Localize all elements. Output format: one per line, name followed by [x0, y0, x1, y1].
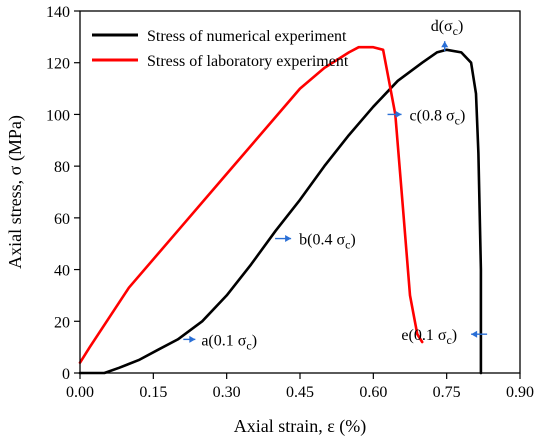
x-tick-label: 0.60: [359, 384, 387, 401]
axis-ticks: [74, 10, 521, 379]
annotation-arrowhead: [395, 110, 402, 118]
x-tick-label: 0.75: [433, 384, 461, 401]
y-axis-label: Axial stress, σ (MPa): [5, 115, 26, 269]
annotation-arrowhead: [189, 335, 196, 343]
annotation-label: b(0.4 σc): [299, 232, 356, 252]
annotation-label: d(σc): [431, 18, 464, 38]
annotation-label: c(0.8 σc): [410, 107, 466, 127]
legend: Stress of numerical experiment Stress of…: [92, 28, 349, 70]
x-tick-label: 0.30: [213, 384, 241, 401]
plot-frame: [79, 10, 521, 374]
x-axis-label: Axial strain, ε (%): [234, 416, 367, 437]
y-tick-label: 60: [54, 211, 70, 228]
x-tick-label: 0.00: [66, 384, 94, 401]
annotation-label: e(0.1 σc): [401, 327, 457, 347]
annotation-arrowhead: [285, 235, 292, 243]
x-tick-labels: 0.00 0.15 0.30 0.45 0.60 0.75 0.90: [66, 384, 534, 401]
y-tick-label: 120: [46, 56, 70, 73]
y-tick-label: 20: [54, 314, 70, 331]
y-tick-label: 100: [46, 107, 70, 124]
x-tick-label: 0.90: [506, 384, 534, 401]
y-tick-label: 80: [54, 159, 70, 176]
legend-label-laboratory: Stress of laboratory experiment: [147, 53, 349, 70]
annotations: a(0.1 σc) b(0.4 σc) c(0.8 σc) d(σc) e(0.1 σc…: [183, 18, 488, 352]
x-tick-label: 0.15: [139, 384, 167, 401]
y-tick-label: 40: [54, 263, 70, 280]
y-tick-label: 140: [46, 4, 70, 21]
series-line-laboratory: [78, 45, 424, 365]
y-tick-label: 0: [62, 366, 70, 383]
legend-label-numerical: Stress of numerical experiment: [147, 28, 347, 45]
y-tick-labels: 0 20 40 60 80 100 120 140: [46, 4, 70, 383]
series-line-numerical: [78, 48, 483, 375]
x-tick-label: 0.45: [286, 384, 314, 401]
annotation-arrowhead: [441, 41, 449, 48]
series-layer: [78, 45, 483, 375]
annotation-arrowhead: [471, 330, 478, 338]
annotation-label: a(0.1 σc): [201, 332, 257, 352]
